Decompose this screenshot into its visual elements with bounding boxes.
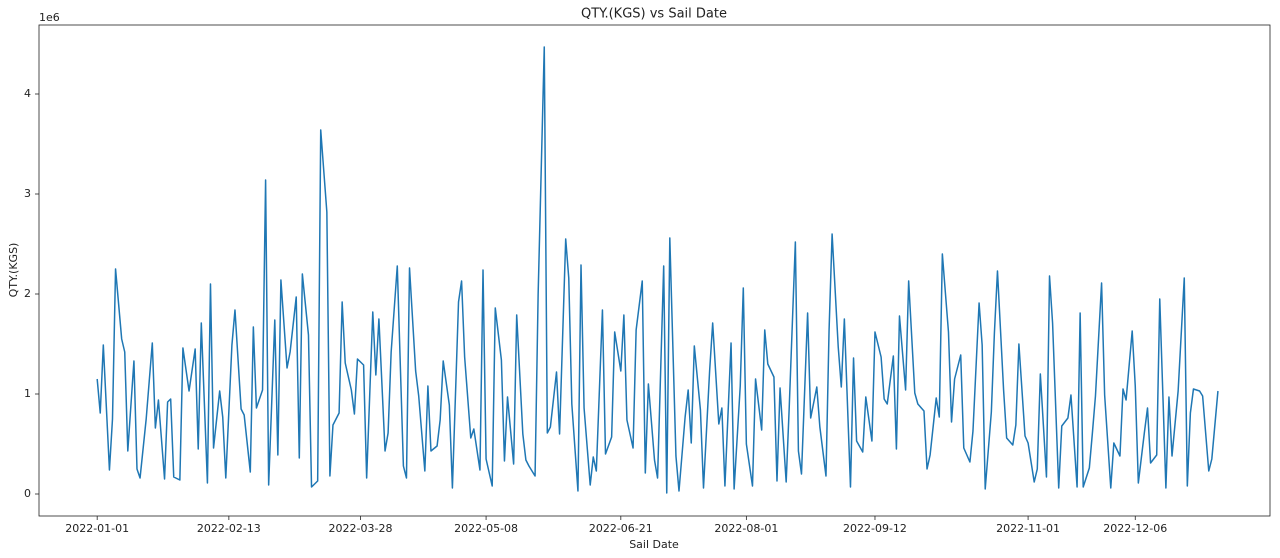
data-line — [96, 46, 1219, 494]
y-offset-label: 1e6 — [39, 11, 60, 24]
x-tick-label: 2022-08-01 — [714, 522, 778, 535]
y-tick-label: 1 — [24, 387, 31, 400]
y-axis-label: QTY.(KGS) — [7, 243, 20, 298]
x-axis-label: Sail Date — [629, 538, 679, 551]
y-tick-label: 0 — [24, 487, 31, 500]
x-tick-label: 2022-12-06 — [1103, 522, 1167, 535]
x-tick-label: 2022-06-21 — [589, 522, 653, 535]
x-tick-label: 2022-09-12 — [843, 522, 907, 535]
x-tick-label: 2022-01-01 — [65, 522, 129, 535]
y-tick-label: 4 — [24, 87, 31, 100]
y-tick-label: 2 — [24, 287, 31, 300]
x-tick-label: 2022-03-28 — [329, 522, 393, 535]
plot-frame — [38, 24, 1271, 517]
x-tick-label: 2022-02-13 — [197, 522, 261, 535]
y-tick-label: 3 — [24, 187, 31, 200]
x-tick-label: 2022-05-08 — [454, 522, 518, 535]
chart-title: QTY.(KGS) vs Sail Date — [581, 7, 727, 22]
x-tick-label: 2022-11-01 — [996, 522, 1060, 535]
